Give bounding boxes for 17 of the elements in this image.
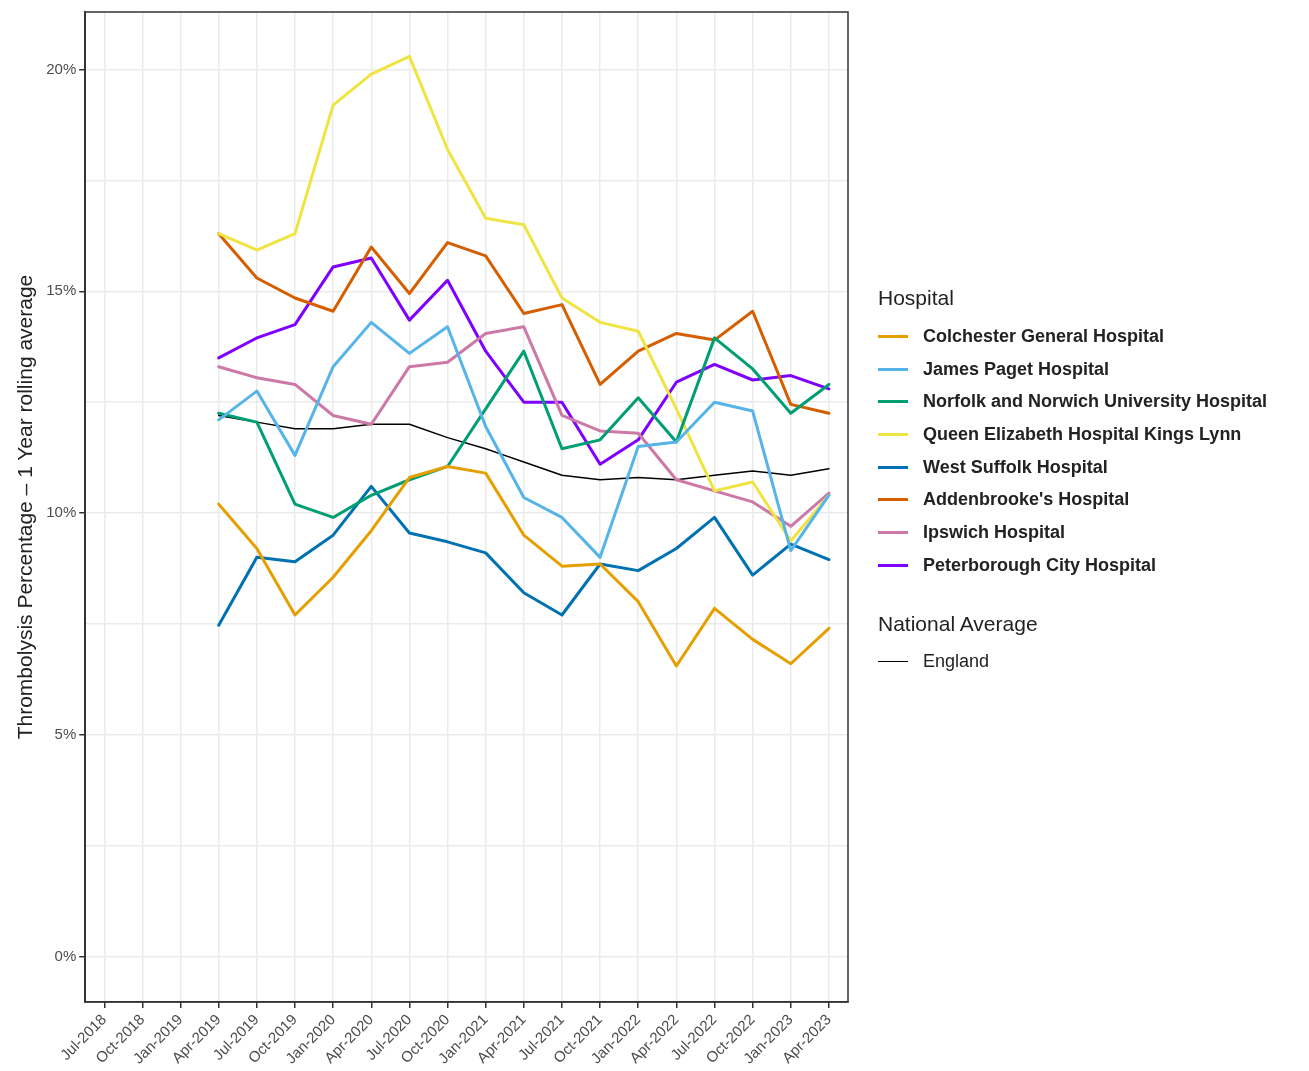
- y-axis-title: Thrombolysis Percentage – 1 Year rolling average: [13, 274, 37, 740]
- y-tick-label: 20%: [46, 59, 77, 77]
- y-tick-label: 0%: [54, 946, 77, 964]
- legend-label: Colchester General Hospital: [922, 324, 1166, 348]
- legend-label: England: [922, 650, 991, 674]
- legend-label: Norfolk and Norwich University Hospital: [922, 390, 1268, 414]
- y-tick-label: 15%: [46, 281, 77, 299]
- legend-title: Hospital: [878, 286, 955, 310]
- legend-label: James Paget Hospital: [922, 357, 1111, 381]
- legend-label: Queen Elizabeth Hospital Kings Lynn: [922, 422, 1243, 446]
- legend-label: Peterborough City Hospital: [922, 553, 1157, 577]
- legend-label: Addenbrooke's Hospital: [922, 488, 1131, 512]
- text: National Average: [878, 611, 1039, 636]
- legend-label: Ipswich Hospital: [922, 520, 1067, 544]
- y-tick-label: 5%: [54, 724, 77, 742]
- y-tick-label: 10%: [46, 503, 77, 521]
- legend-label: West Suffolk Hospital: [922, 455, 1109, 479]
